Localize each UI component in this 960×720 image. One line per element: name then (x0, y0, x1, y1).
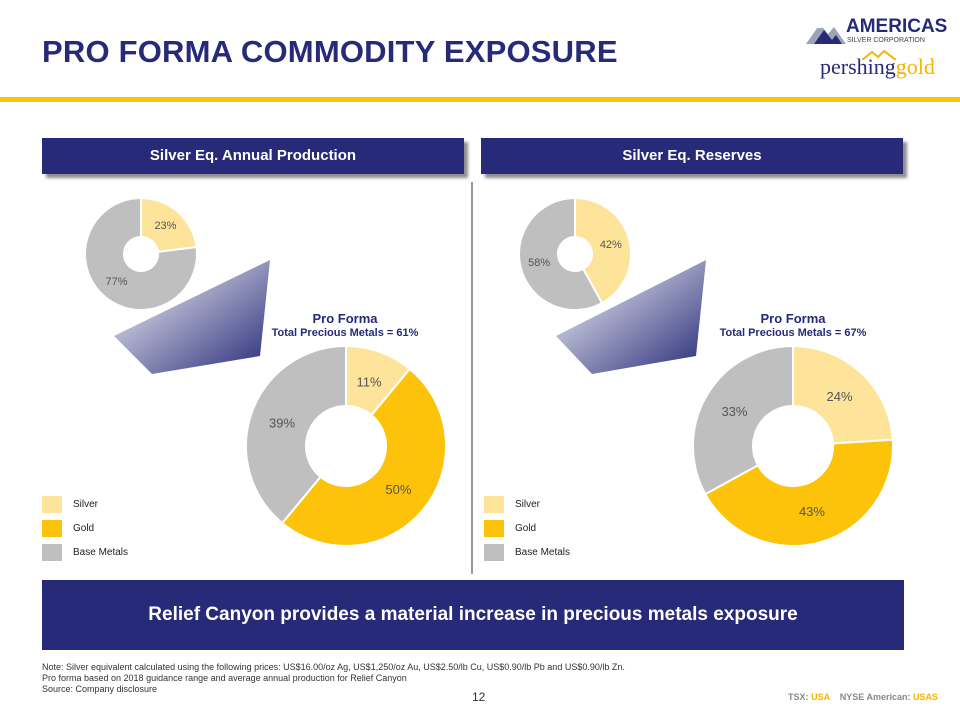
footnote-line: Note: Silver equivalent calculated using… (42, 662, 625, 672)
reserves-pro-forma-donut: 24% 43% 33% (692, 344, 894, 547)
reserves-pro-forma-subtitle: Total Precious Metals = 67% (719, 327, 867, 339)
data-label: 42% (600, 239, 622, 251)
gold-logo-text: gold (895, 54, 935, 79)
reserves-header: Silver Eq. Reserves (481, 138, 903, 174)
tsx-ticker: USA (811, 692, 830, 702)
americas-logo-subtext: SILVER CORPORATION (847, 37, 925, 44)
footnote-line: Pro forma based on 2018 guidance range a… (42, 673, 407, 683)
production-pro-forma-title: Pro Forma (312, 311, 378, 326)
data-label: 39% (269, 415, 295, 430)
legend-label: Gold (73, 523, 95, 534)
legend-swatch (484, 496, 504, 513)
data-label: 58% (528, 257, 550, 269)
data-label: 24% (827, 389, 853, 404)
reserves-standalone-donut: 42% 58% (518, 196, 632, 311)
production-pro-forma-subtitle: Total Precious Metals = 61% (271, 327, 419, 339)
callout-banner: Relief Canyon provides a material increa… (42, 580, 904, 650)
data-label: 33% (721, 404, 747, 419)
production-legend: Silver Gold Base Metals (42, 496, 128, 561)
donut-slice-silver (792, 344, 894, 445)
mountain-icon (806, 24, 846, 44)
data-label: 50% (385, 482, 411, 497)
nyse-label: NYSE American: (839, 692, 911, 702)
data-label: 11% (357, 375, 382, 390)
donut-slice-base-metals (84, 196, 198, 311)
pershing-logo-text: pershing (820, 54, 896, 79)
reserves-pro-forma-title: Pro Forma (760, 311, 826, 326)
ticker-symbols: TSX: USA NYSE American: USAS (788, 692, 938, 702)
tsx-label: TSX: (788, 692, 809, 702)
donut-slice-base-metals (245, 344, 347, 525)
data-label: 77% (106, 276, 128, 288)
right-transition-arrow (556, 260, 706, 374)
legend-swatch (42, 520, 62, 537)
donut-slice-silver (574, 196, 632, 305)
legend-label: Gold (515, 523, 537, 534)
production-pro-forma-donut: 11% 50% 39% (245, 344, 447, 547)
donut-slice-gold (280, 367, 447, 547)
production-standalone-donut: 23% 77% (84, 196, 198, 311)
donut-slice-silver (140, 196, 198, 253)
nyse-ticker: USAS (912, 692, 938, 702)
legend-swatch (484, 544, 504, 561)
legend-label: Base Metals (73, 547, 129, 558)
legend-label: Silver (515, 499, 541, 510)
legend-item-gold: Gold (484, 520, 570, 537)
panel-divider (471, 182, 473, 574)
data-label: 23% (154, 220, 176, 232)
data-label: 43% (799, 504, 825, 519)
header-divider (0, 97, 960, 102)
legend-swatch (484, 520, 504, 537)
legend-item-base-metals: Base Metals (484, 544, 570, 561)
donut-slice-base-metals (518, 196, 604, 311)
legend-item-base-metals: Base Metals (42, 544, 128, 561)
americas-logo-text: AMERICAS (846, 16, 948, 37)
page-title: PRO FORMA COMMODITY EXPOSURE (42, 34, 618, 69)
legend-swatch (42, 544, 62, 561)
legend-item-gold: Gold (42, 520, 128, 537)
footnotes: Note: Silver equivalent calculated using… (42, 662, 625, 695)
pershing-gold-logo: pershinggold (820, 50, 938, 82)
legend-item-silver: Silver (484, 496, 570, 513)
donut-slice-base-metals (692, 344, 794, 496)
legend-label: Silver (73, 499, 99, 510)
production-header: Silver Eq. Annual Production (42, 138, 464, 174)
americas-silver-logo: AMERICAS SILVER CORPORATION (806, 16, 947, 48)
page-number: 12 (472, 690, 486, 704)
legend-swatch (42, 496, 62, 513)
left-transition-arrow (114, 260, 270, 374)
donut-slice-gold (704, 438, 894, 547)
legend-item-silver: Silver (42, 496, 128, 513)
reserves-legend: Silver Gold Base Metals (484, 496, 570, 561)
pershing-mountain-icon (862, 50, 896, 60)
footnote-line: Source: Company disclosure (42, 684, 158, 694)
legend-label: Base Metals (515, 547, 571, 558)
